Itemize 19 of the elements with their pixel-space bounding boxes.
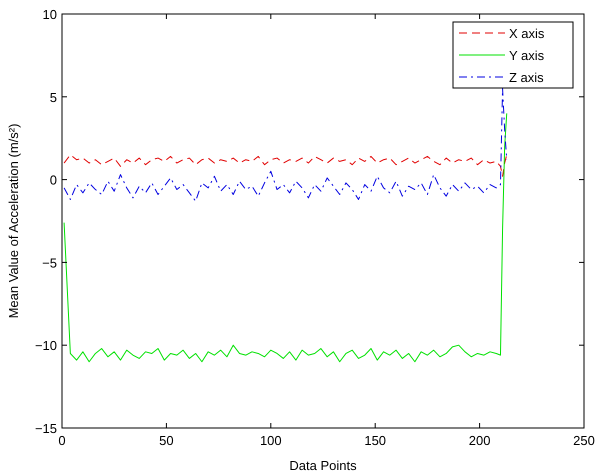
legend-label: Z axis bbox=[509, 70, 544, 85]
y-axis-title: Mean Value of Acceleration (m/s²) bbox=[6, 124, 21, 318]
line-series bbox=[64, 88, 508, 202]
x-axis-title: Data Points bbox=[289, 458, 358, 473]
x-tick-label: 100 bbox=[260, 433, 282, 448]
y-tick-label: −5 bbox=[42, 255, 57, 270]
y-tick-label: −10 bbox=[34, 338, 57, 354]
legend-label: Y axis bbox=[509, 48, 545, 63]
x-tick-label: 200 bbox=[468, 433, 490, 448]
y-tick-label: 10 bbox=[42, 7, 57, 22]
x-tick-label: 150 bbox=[364, 433, 386, 448]
y-tick-label: 0 bbox=[50, 172, 57, 188]
legend-label: X axis bbox=[509, 26, 545, 41]
x-tick-label: 50 bbox=[159, 433, 174, 448]
y-tick-label: 5 bbox=[50, 90, 57, 105]
line-series bbox=[64, 154, 508, 177]
x-tick-label: 250 bbox=[573, 433, 595, 448]
line-series bbox=[64, 112, 508, 362]
y-tick-label: −15 bbox=[34, 421, 57, 436]
